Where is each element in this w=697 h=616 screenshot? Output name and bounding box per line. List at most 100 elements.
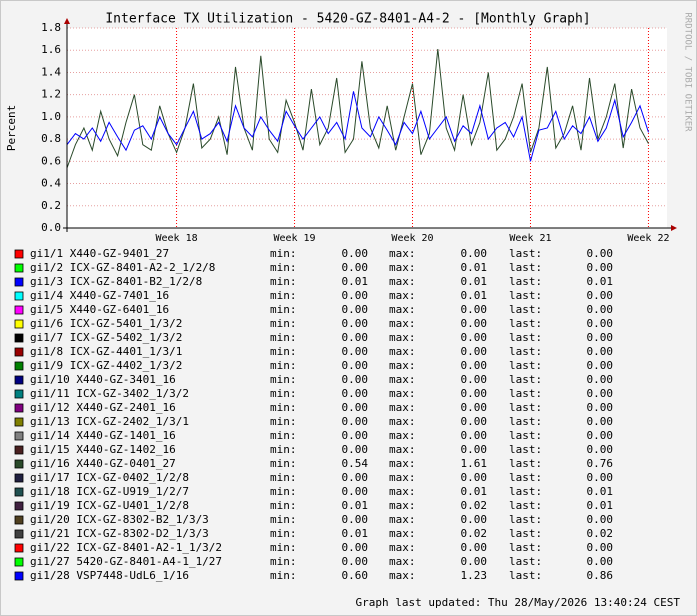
stat-value: 0.00	[461, 345, 488, 358]
stat-label: min:	[270, 415, 297, 428]
legend-name: gi1/20 ICX-GZ-8302-B2_1/3/3	[30, 513, 209, 526]
stat-value: 0.00	[461, 415, 488, 428]
stat-value: 0.00	[461, 317, 488, 330]
stat-label: min:	[270, 387, 297, 400]
stat-label: last:	[509, 485, 542, 498]
x-tick-label: Week 22	[627, 233, 669, 244]
legend-name: gi1/22 ICX-GZ-8401-A2-1_1/3/2	[30, 541, 222, 554]
stat-label: last:	[509, 387, 542, 400]
stat-label: last:	[509, 401, 542, 414]
legend-name: gi1/13 ICX-GZ-2402_1/3/1	[30, 415, 189, 428]
stat-label: min:	[270, 471, 297, 484]
stat-label: last:	[509, 303, 542, 316]
stat-label: max:	[389, 247, 416, 260]
stat-label: last:	[509, 569, 542, 582]
legend-swatch	[14, 403, 24, 413]
legend-name: gi1/27 5420-GZ-8401-A4-1_1/27	[30, 555, 222, 568]
stat-label: max:	[389, 317, 416, 330]
stat-value: 0.00	[461, 247, 488, 260]
stat-value: 0.00	[461, 373, 488, 386]
stat-label: last:	[509, 443, 542, 456]
stat-value: 0.00	[342, 289, 369, 302]
legend-name: gi1/16 X440-GZ-0401_27	[30, 457, 176, 470]
x-tick-label: Week 20	[391, 233, 433, 244]
plot-area	[67, 28, 667, 228]
stat-label: last:	[509, 513, 542, 526]
side-text: RRDTOOL / TOBI OETIKER	[683, 12, 693, 132]
chart-title: Interface TX Utilization - 5420-GZ-8401-…	[105, 12, 590, 27]
stat-value: 0.01	[461, 275, 488, 288]
legend-name: gi1/3 ICX-GZ-8401-B2_1/2/8	[30, 275, 202, 288]
stat-label: last:	[509, 457, 542, 470]
stat-value: 0.60	[342, 569, 369, 582]
series-line	[66, 49, 649, 169]
stat-value: 0.02	[587, 527, 614, 540]
stat-label: min:	[270, 457, 297, 470]
stat-value: 0.00	[587, 401, 614, 414]
stat-label: last:	[509, 331, 542, 344]
stat-label: min:	[270, 275, 297, 288]
stat-value: 0.00	[587, 247, 614, 260]
stat-label: max:	[389, 457, 416, 470]
stat-value: 0.00	[461, 401, 488, 414]
stat-label: last:	[509, 359, 542, 372]
stat-label: last:	[509, 471, 542, 484]
y-tick-label: 0.4	[41, 177, 61, 190]
stat-label: max:	[389, 303, 416, 316]
stat-value: 1.23	[461, 569, 488, 582]
legend-swatch	[14, 361, 24, 371]
footer: Graph last updated: Thu 28/May/2026 13:4…	[355, 596, 680, 609]
y-tick-label: 1.4	[41, 65, 61, 78]
stat-label: min:	[270, 247, 297, 260]
stat-value: 1.61	[461, 457, 488, 470]
stat-label: max:	[389, 373, 416, 386]
stat-value: 0.00	[342, 485, 369, 498]
stat-label: max:	[389, 555, 416, 568]
stat-label: max:	[389, 401, 416, 414]
stat-label: max:	[389, 415, 416, 428]
stat-label: min:	[270, 345, 297, 358]
y-tick-label: 0.6	[41, 154, 61, 167]
y-tick-label: 1.6	[41, 43, 61, 56]
stat-value: 0.02	[461, 499, 488, 512]
stat-label: min:	[270, 303, 297, 316]
legend-swatch	[14, 333, 24, 343]
legend-swatch	[14, 487, 24, 497]
legend-name: gi1/4 X440-GZ-7401_16	[30, 289, 169, 302]
x-tick-label: Week 19	[273, 233, 315, 244]
stat-label: min:	[270, 331, 297, 344]
y-tick-label: 0.2	[41, 199, 61, 212]
stat-value: 0.00	[587, 261, 614, 274]
legend-name: gi1/18 ICX-GZ-U919_1/2/7	[30, 485, 189, 498]
stat-label: max:	[389, 527, 416, 540]
stat-label: max:	[389, 387, 416, 400]
stat-label: last:	[509, 345, 542, 358]
legend-name: gi1/12 X440-GZ-2401_16	[30, 401, 176, 414]
stat-value: 0.02	[461, 527, 488, 540]
stat-value: 0.01	[587, 275, 614, 288]
y-tick-label: 1.2	[41, 88, 61, 101]
legend-swatch	[14, 557, 24, 567]
legend-swatch	[14, 347, 24, 357]
stat-value: 0.00	[342, 401, 369, 414]
legend-name: gi1/6 ICX-GZ-5401_1/3/2	[30, 317, 182, 330]
stat-value: 0.00	[342, 429, 369, 442]
legend-swatch	[14, 291, 24, 301]
stat-value: 0.00	[461, 303, 488, 316]
stat-value: 0.00	[342, 345, 369, 358]
legend-name: gi1/28 VSP7448-UdL6_1/16	[30, 569, 189, 582]
stat-value: 0.00	[342, 247, 369, 260]
series-line	[66, 91, 649, 162]
stat-value: 0.01	[461, 289, 488, 302]
stat-value: 0.00	[342, 415, 369, 428]
x-tick-label: Week 18	[155, 233, 197, 244]
legend-swatch	[14, 249, 24, 259]
legend-name: gi1/7 ICX-GZ-5402_1/3/2	[30, 331, 182, 344]
stat-value: 0.00	[587, 471, 614, 484]
stat-label: max:	[389, 275, 416, 288]
stat-label: last:	[509, 317, 542, 330]
stat-value: 0.00	[587, 289, 614, 302]
stat-value: 0.00	[342, 541, 369, 554]
stat-value: 0.00	[342, 471, 369, 484]
stat-value: 0.00	[587, 555, 614, 568]
